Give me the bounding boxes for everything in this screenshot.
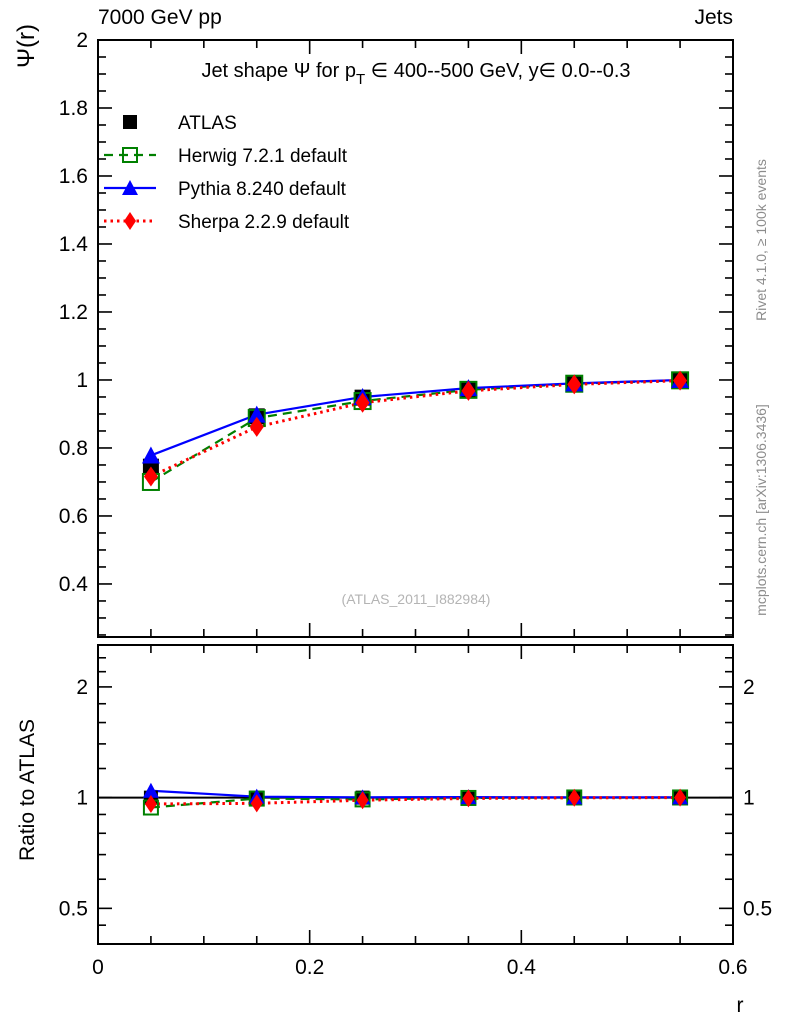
marker-diamond bbox=[567, 374, 582, 395]
header-beam-text: 7000 GeV pp bbox=[98, 6, 222, 29]
y-tick-label-right: 1 bbox=[743, 787, 755, 810]
marker-diamond bbox=[250, 794, 263, 813]
y-tick-label: 1 bbox=[76, 369, 88, 392]
x-tick-label: 0.2 bbox=[295, 956, 324, 979]
marker-triangle bbox=[142, 782, 159, 798]
marker-open-square bbox=[122, 147, 138, 163]
y-tick-label: 1.8 bbox=[59, 97, 88, 120]
marker-diamond bbox=[356, 791, 369, 810]
marker-diamond bbox=[462, 789, 475, 808]
y-tick-label: 0.5 bbox=[59, 897, 88, 920]
marker-diamond bbox=[355, 392, 370, 413]
x-tick-label: 0.4 bbox=[507, 956, 537, 979]
y-tick-label: 0.4 bbox=[59, 573, 89, 596]
analysis-id-watermark: (ATLAS_2011_I882984) bbox=[342, 591, 491, 607]
plot-title: Jet shape Ψ for pT ∈ 400--500 GeV, y∈ 0.… bbox=[201, 60, 630, 88]
header-category-text: Jets bbox=[694, 6, 733, 29]
marker-diamond bbox=[143, 466, 158, 487]
series-line bbox=[150, 379, 681, 478]
marker-diamond bbox=[568, 788, 581, 807]
legend-label-sherpa: Sherpa 2.2.9 default bbox=[178, 212, 350, 233]
y-tick-label: 1.2 bbox=[59, 301, 88, 324]
marker-triangle bbox=[141, 446, 160, 464]
y-tick-label: 0.8 bbox=[59, 437, 88, 460]
marker-diamond bbox=[461, 380, 476, 401]
y-tick-label-right: 0.5 bbox=[743, 897, 772, 920]
legend-item-sherpa: Sherpa 2.2.9 default bbox=[104, 212, 350, 233]
legend-label-herwig: Herwig 7.2.1 default bbox=[178, 146, 348, 167]
marker-square bbox=[123, 115, 137, 129]
series-line bbox=[150, 789, 681, 799]
y-tick-label: 0.6 bbox=[59, 505, 88, 528]
marker-diamond bbox=[124, 212, 136, 230]
y-tick-label-right: 2 bbox=[743, 676, 755, 699]
legend: ATLAS Herwig 7.2.1 default Pythia 8.240 de… bbox=[104, 113, 350, 233]
legend-item-herwig: Herwig 7.2.1 default bbox=[104, 146, 348, 167]
y-tick-label: 1 bbox=[76, 787, 88, 810]
legend-item-pythia: Pythia 8.240 default bbox=[104, 179, 347, 200]
x-tick-label: 0.6 bbox=[718, 956, 747, 979]
main-plot-panel: 0.4 0.6 0.8 1 1.2 1.4 1.6 1.8 2 bbox=[59, 29, 734, 638]
y-axis-main-label: Ψ(r) bbox=[13, 24, 40, 68]
marker-triangle bbox=[122, 180, 138, 195]
y-tick-label: 2 bbox=[76, 676, 88, 699]
marker-diamond bbox=[144, 794, 157, 813]
marker-triangle bbox=[247, 405, 266, 423]
legend-label-atlas: ATLAS bbox=[178, 113, 237, 134]
y-tick-label: 1.6 bbox=[59, 165, 88, 188]
marker-diamond bbox=[673, 370, 688, 391]
x-axis-label: r bbox=[737, 994, 744, 1017]
legend-item-atlas: ATLAS bbox=[123, 113, 237, 134]
x-tick-label: 0 bbox=[92, 956, 104, 979]
marker-diamond bbox=[249, 416, 264, 437]
y-axis-ratio-label: Ratio to ATLAS bbox=[16, 719, 39, 861]
legend-label-pythia: Pythia 8.240 default bbox=[178, 179, 347, 200]
y-tick-label: 2 bbox=[76, 29, 88, 52]
marker-diamond bbox=[674, 788, 687, 807]
y-tick-label: 1.4 bbox=[59, 233, 89, 256]
mcplots-sidetext: mcplots.cern.ch [arXiv:1306.3436] bbox=[753, 404, 769, 616]
rivet-version-sidetext: Rivet 4.1.0, ≥ 100k events bbox=[753, 159, 769, 321]
ratio-plot-panel: 0.5 0.5 1 1 2 2 0 0.2 0.4 0.6 bbox=[59, 644, 772, 979]
